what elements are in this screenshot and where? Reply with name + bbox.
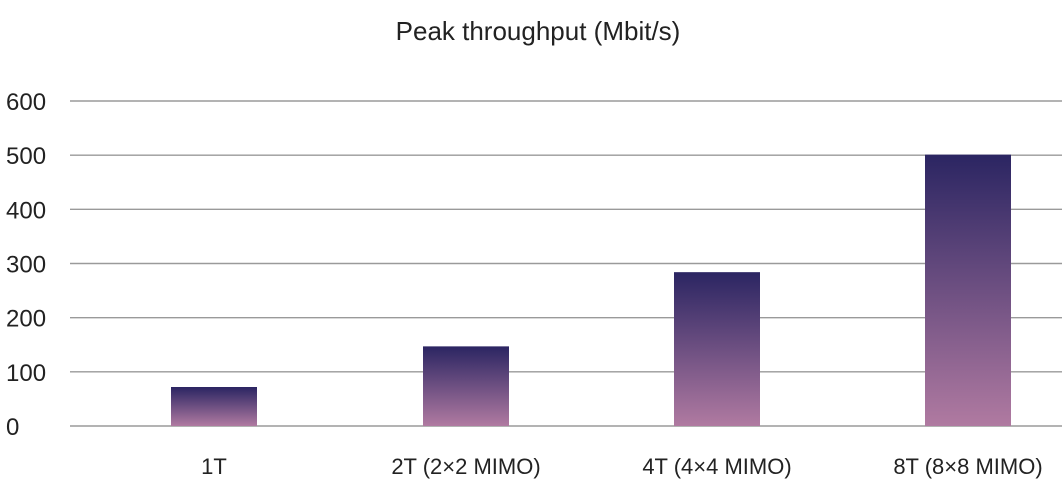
y-tick-label: 400 — [6, 197, 46, 224]
y-tick-label: 300 — [6, 252, 46, 279]
chart-title: Peak throughput (Mbit/s) — [396, 16, 681, 46]
x-axis-ticks: 1T 2T (2×2 MIMO) 4T (4×4 MIMO) 8T (8×8 MIMO… — [201, 454, 1043, 479]
bar-4 — [925, 154, 1011, 426]
bar-3 — [674, 272, 760, 426]
y-axis-ticks: 0 100 200 300 400 500 600 — [6, 89, 46, 441]
y-tick-label: 0 — [6, 414, 19, 441]
bar-1 — [171, 387, 257, 426]
y-tick-label: 600 — [6, 89, 46, 116]
x-tick-label: 8T (8×8 MIMO) — [893, 454, 1042, 479]
x-tick-label: 2T (2×2 MIMO) — [391, 454, 540, 479]
y-tick-label: 500 — [6, 143, 46, 170]
y-tick-label: 200 — [6, 306, 46, 333]
x-tick-label: 4T (4×4 MIMO) — [642, 454, 791, 479]
gridlines — [70, 100, 1062, 427]
bar-2 — [423, 346, 509, 426]
bars — [171, 154, 1011, 426]
x-tick-label: 1T — [201, 454, 227, 479]
y-tick-label: 100 — [6, 360, 46, 387]
